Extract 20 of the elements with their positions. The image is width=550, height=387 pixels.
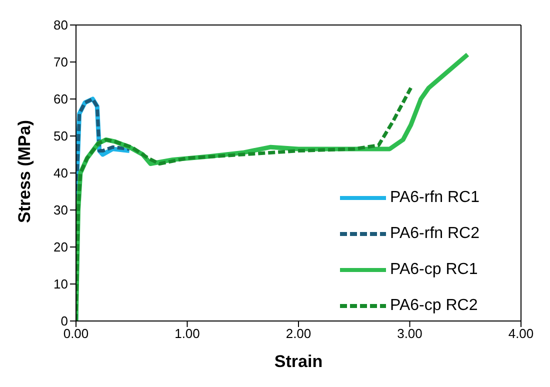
legend-label: PA6-rfn RC2	[390, 225, 480, 243]
y-tick-label: 60	[54, 92, 68, 107]
y-tick-label: 80	[54, 18, 68, 33]
y-axis-title: Stress (MPa)	[15, 120, 34, 223]
x-tick-label: 3.00	[397, 326, 422, 342]
y-tick-label: 30	[54, 202, 68, 218]
y-tick-label: 20	[54, 240, 68, 255]
x-tick-label: 0.00	[63, 326, 89, 342]
y-tick-label: 10	[54, 276, 68, 292]
x-axis-title: Strain	[274, 352, 323, 371]
x-tick-label: 1.00	[174, 326, 200, 342]
legend-label: PA6-cp RC1	[390, 261, 478, 279]
y-tick-label: 50	[54, 128, 68, 144]
x-tick-label: 2.00	[286, 326, 312, 342]
x-tick-label: 4.00	[508, 326, 534, 342]
y-tick-label: 40	[54, 166, 68, 181]
y-tick-label: 70	[54, 54, 68, 70]
legend-label: PA6-rfn RC1	[390, 189, 480, 207]
y-tick-label: 0	[60, 314, 68, 329]
legend-label: PA6-cp RC2	[390, 297, 478, 315]
